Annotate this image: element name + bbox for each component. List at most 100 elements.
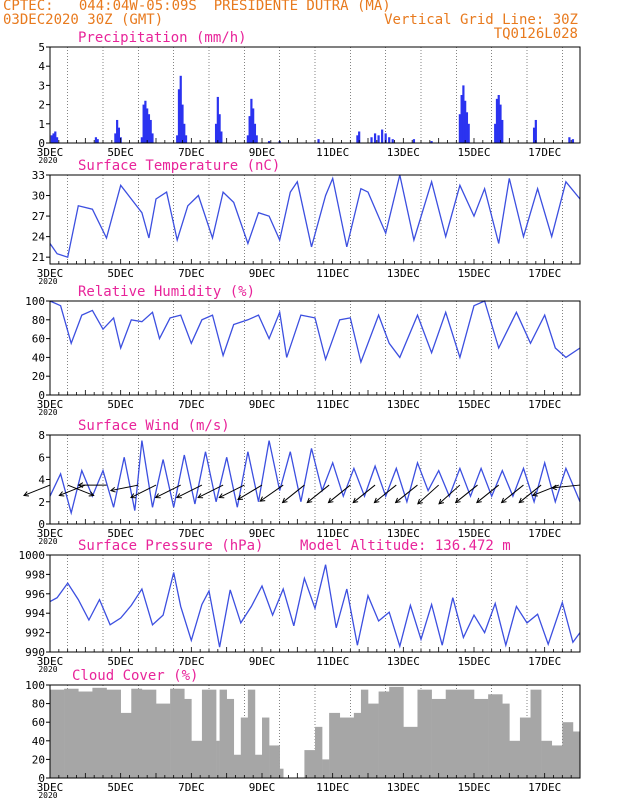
precip-bar bbox=[220, 131, 223, 143]
y-tick-label: 33 bbox=[32, 169, 45, 182]
y-tick-label: 20 bbox=[32, 753, 45, 766]
x-tick-label: 13DEC bbox=[387, 146, 420, 159]
y-tick-label: 992 bbox=[25, 627, 45, 640]
precip-bar bbox=[179, 75, 182, 143]
x-tick-label: 13DEC bbox=[387, 655, 420, 668]
wind-vector-head bbox=[259, 496, 266, 502]
wind-vector bbox=[237, 484, 263, 500]
cloud-cover-bar bbox=[360, 689, 369, 778]
panel-title: Surface Temperature (nC) bbox=[78, 158, 280, 174]
precip-bar bbox=[532, 127, 536, 143]
precip-bar bbox=[467, 123, 470, 143]
model-altitude: Model Altitude: 136.472 m bbox=[300, 538, 511, 554]
y-tick-label: 3 bbox=[38, 79, 45, 92]
panel-background bbox=[50, 301, 580, 395]
y-tick-label: 8 bbox=[38, 429, 45, 442]
precip-bar bbox=[149, 119, 152, 143]
y-tick-label: 1000 bbox=[19, 549, 46, 562]
wind-vector-head bbox=[23, 491, 30, 497]
precip-bar bbox=[52, 133, 55, 143]
wind-vector-head bbox=[417, 498, 423, 505]
x-tick-label: 17DEC bbox=[528, 655, 561, 668]
x-tick-label: 3DEC bbox=[37, 146, 64, 159]
cloud-cover-bar bbox=[201, 689, 217, 778]
cloud-cover-bar bbox=[431, 698, 447, 778]
cloud-cover-bar bbox=[519, 717, 531, 778]
wind-vector bbox=[259, 484, 284, 502]
precip-bar bbox=[391, 139, 394, 143]
precip-bar bbox=[377, 135, 380, 143]
precip-bar bbox=[214, 123, 218, 143]
x-tick-label: 3DEC bbox=[37, 267, 64, 280]
precip-bar bbox=[370, 137, 373, 143]
cloud-cover-bar bbox=[509, 740, 521, 778]
precip-bar bbox=[267, 141, 271, 143]
wind-vector-head bbox=[77, 482, 84, 488]
wind-vector-head bbox=[58, 491, 65, 497]
cloud-cover-bar bbox=[322, 759, 330, 778]
wind-vector bbox=[155, 484, 181, 499]
x-tick-label: 13DEC bbox=[387, 527, 420, 540]
x-tick-label: 11DEC bbox=[316, 398, 349, 411]
y-tick-label: 24 bbox=[32, 231, 46, 244]
y-tick-label: 990 bbox=[25, 646, 45, 659]
precip-bar bbox=[381, 129, 384, 143]
precip-bar bbox=[252, 108, 255, 143]
cloud-cover-bar bbox=[141, 689, 157, 778]
wind-vector-head bbox=[154, 493, 161, 499]
x-tick-label: 7DEC bbox=[178, 781, 205, 794]
cloud-cover-bar bbox=[403, 726, 418, 778]
precip-bar bbox=[94, 137, 98, 143]
x-tick-label: 7DEC bbox=[178, 146, 205, 159]
wind-vector-head bbox=[175, 493, 182, 499]
cloud-cover-bar bbox=[50, 689, 65, 778]
x-tick-label: 15DEC bbox=[457, 655, 490, 668]
y-tick-label: 4 bbox=[38, 474, 45, 487]
x-tick-label: 9DEC bbox=[249, 398, 276, 411]
wind-vector-head bbox=[130, 493, 136, 499]
cloud-cover-bar bbox=[156, 703, 171, 778]
x-tick-label: 13DEC bbox=[387, 267, 420, 280]
x-tick-label: 3DEC bbox=[37, 781, 64, 794]
wind-vector bbox=[176, 484, 203, 499]
precip-bar bbox=[55, 137, 59, 143]
vertical-grid-note: Vertical Grid Line: 30Z bbox=[384, 12, 578, 28]
wind-vector bbox=[518, 484, 542, 503]
precip-bar bbox=[216, 96, 219, 143]
cloud-cover-bar bbox=[279, 768, 284, 778]
wind-vector bbox=[352, 484, 376, 503]
cloud-cover-bar bbox=[339, 717, 355, 778]
precip-bar bbox=[430, 141, 433, 143]
y-tick-label: 6 bbox=[38, 451, 45, 464]
precip-bar bbox=[184, 135, 188, 143]
series-line bbox=[49, 174, 581, 259]
cloud-cover-bar bbox=[551, 745, 563, 778]
wind-vector-head bbox=[352, 497, 359, 504]
precip-bar bbox=[384, 133, 387, 143]
x-tick-label: 3DEC bbox=[37, 398, 64, 411]
precip-bar bbox=[373, 133, 377, 143]
wind-vector bbox=[219, 484, 245, 499]
precip-bar bbox=[412, 139, 416, 143]
precip-bar bbox=[248, 116, 251, 143]
x-tick-label: 11DEC bbox=[316, 781, 349, 794]
x-tick-label: 7DEC bbox=[178, 655, 205, 668]
year-label: 2020 bbox=[38, 791, 57, 800]
wind-vector bbox=[110, 484, 139, 492]
x-tick-label: 9DEC bbox=[249, 655, 276, 668]
cloud-cover-bar bbox=[378, 691, 390, 778]
precip-bar bbox=[54, 131, 57, 143]
cloud-cover-bar bbox=[530, 689, 542, 778]
y-tick-label: 998 bbox=[25, 568, 45, 581]
cloud-cover-bar bbox=[120, 712, 132, 778]
precip-bar bbox=[146, 108, 149, 143]
y-tick-label: 40 bbox=[32, 735, 45, 748]
x-tick-label: 5DEC bbox=[107, 398, 134, 411]
y-tick-label: 21 bbox=[32, 251, 45, 264]
wind-vector bbox=[476, 484, 500, 503]
y-tick-label: 60 bbox=[32, 716, 45, 729]
precip-bar bbox=[358, 131, 361, 143]
x-tick-label: 11DEC bbox=[316, 527, 349, 540]
wind-vector bbox=[130, 484, 157, 499]
